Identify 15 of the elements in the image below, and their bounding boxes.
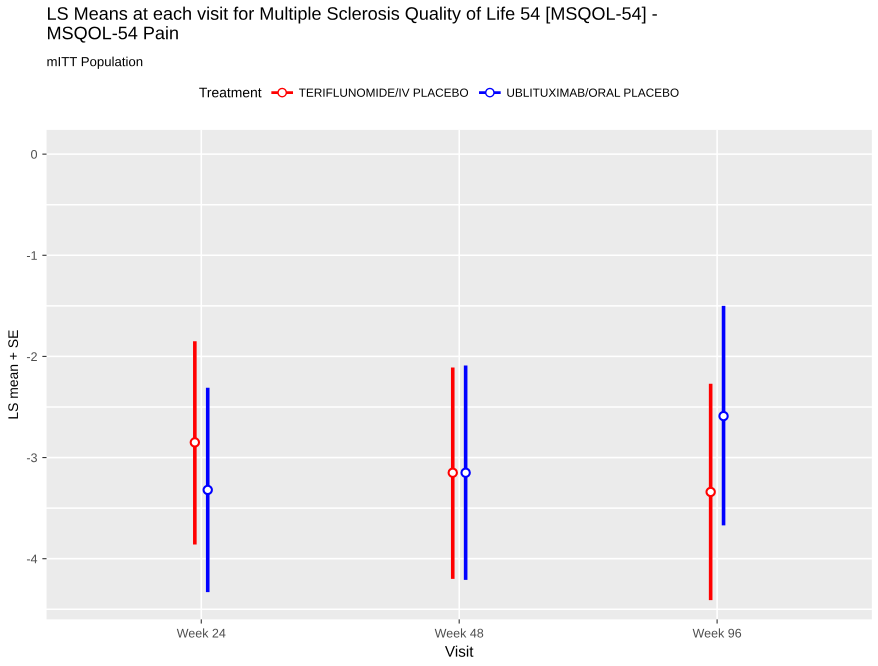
chart-title: LS Means at each visit for Multiple Sclerosis Quality of Life 54 [MSQOL-54] - MSQOL-54 Pain xyxy=(48,6,657,43)
legend-label: TERIFLUNOMIDE/IV PLACEBO xyxy=(298,88,468,97)
y-tick-label: -4 xyxy=(26,554,38,564)
legend-title: Treatment xyxy=(199,88,262,98)
x-tick-label: Week 96 xyxy=(692,628,742,638)
x-tick-label: Week 48 xyxy=(434,628,484,638)
x-tick-label: Week 24 xyxy=(176,628,226,638)
chart-subtitle: mITT Population xyxy=(47,56,142,69)
legend-label: UBLITUXIMAB/ORAL PLACEBO xyxy=(507,88,679,97)
y-tick-label: 0 xyxy=(31,150,38,159)
x-axis-title: Visit xyxy=(444,646,474,657)
y-tick-label: -2 xyxy=(26,352,37,361)
y-tick-label: -1 xyxy=(26,251,37,260)
y-axis-title: LS mean + SE xyxy=(8,330,18,418)
y-tick-label: -3 xyxy=(26,453,37,462)
